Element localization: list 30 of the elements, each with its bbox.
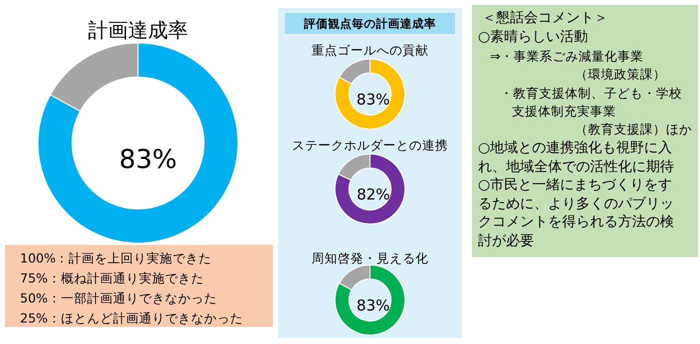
chart-title: 周知啓発・見える化	[312, 250, 428, 266]
donut-slice	[38, 42, 238, 244]
text: 50%：一部計画通りできなかった	[20, 290, 217, 306]
text: ・教育支援体制、子ども・学校	[500, 86, 682, 100]
text: ＜懇話会コメント＞	[482, 10, 608, 26]
text: ○市民と一緒にまちづくりをす	[478, 177, 672, 193]
data-label: 83%	[356, 296, 390, 314]
donut-slice	[334, 58, 406, 130]
text: 100%：計画を上回り実施できた	[20, 250, 212, 266]
text: （環境政策課）	[575, 66, 666, 82]
text: クコメントを得られる方法の検	[478, 214, 674, 230]
donut-slice	[334, 264, 406, 336]
text: ⇒・事業系ごみ減量化事業	[490, 48, 644, 64]
data-label: 83%	[119, 145, 177, 176]
text: 75%：概ね計画通り実施できた	[20, 270, 204, 286]
text: ○素晴らしい活動	[478, 29, 588, 45]
text: ○地域との連携強化も視野に入	[478, 140, 672, 156]
data-label: 82%	[356, 185, 390, 204]
donut-slice	[334, 154, 406, 224]
data-label: 83%	[356, 90, 390, 108]
text: 評価観点毎の計画達成率	[303, 16, 436, 30]
text: るために、より多くのパブリッ	[478, 196, 674, 212]
text: れ、地域全体での活性化に期待	[478, 159, 674, 175]
chart-title: 計画達成率	[88, 18, 188, 42]
text: （教育支援課）ほか	[575, 122, 692, 136]
chart-title: ステークホルダーとの連携	[292, 138, 448, 152]
text: 討が必要	[478, 233, 534, 249]
text: 支援体制充実事業	[512, 104, 616, 118]
chart-title: 重点ゴールへの貢献	[312, 42, 428, 58]
text: 25%：ほとんど計画通りできなかった	[20, 310, 243, 326]
